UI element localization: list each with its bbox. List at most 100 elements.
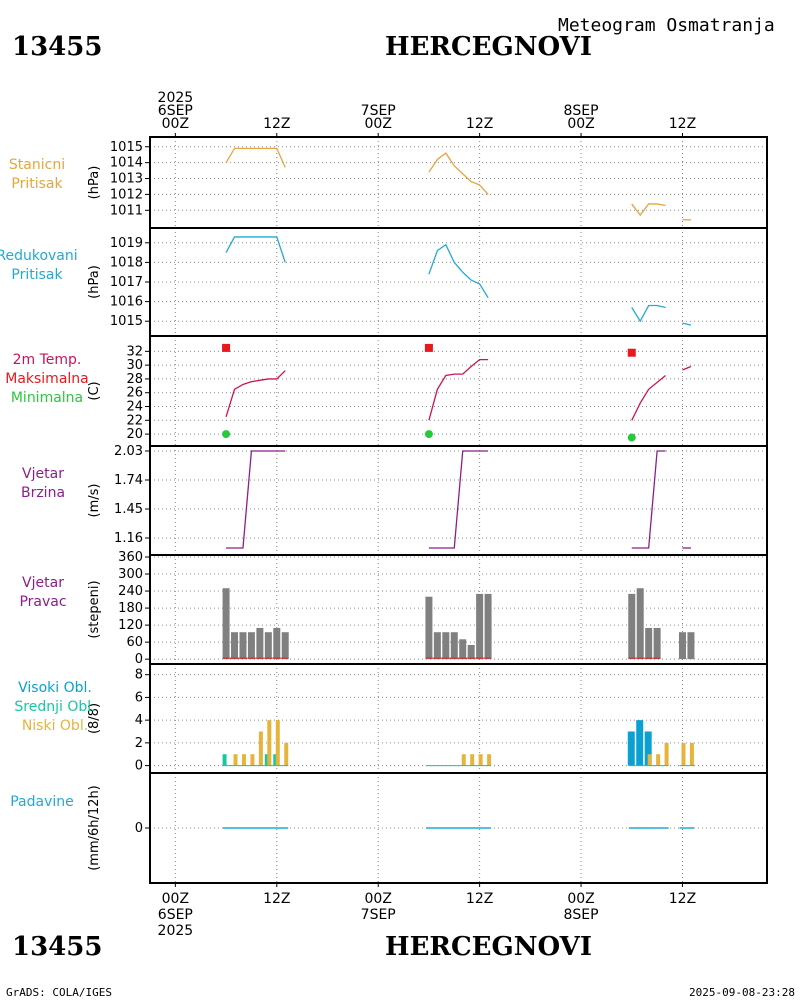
cloud-bar bbox=[647, 754, 652, 766]
cloud-bar bbox=[250, 754, 255, 766]
series-line bbox=[631, 450, 666, 549]
cloud-bar bbox=[284, 742, 289, 766]
panel-label: Niski Obl. bbox=[22, 718, 88, 734]
panel-frames bbox=[149, 136, 768, 884]
direction-bar bbox=[459, 639, 467, 660]
station-id-top: 13455 bbox=[12, 32, 102, 62]
cloud-bar bbox=[664, 742, 669, 766]
unit-label: (hPa) bbox=[87, 166, 102, 200]
y-tick-label: 0 bbox=[135, 821, 143, 836]
cloud-bar bbox=[258, 731, 263, 766]
top-time-label: 00Z bbox=[365, 116, 392, 132]
series-line bbox=[631, 304, 666, 323]
y-tick-label: 0 bbox=[135, 652, 143, 667]
panel-label: Pritisak bbox=[11, 267, 63, 283]
top-time-label: 12Z bbox=[669, 116, 696, 132]
bottom-time-label: 12Z bbox=[466, 891, 493, 907]
bottom-time-label: 2025 bbox=[158, 923, 194, 939]
temp-line bbox=[682, 365, 692, 371]
outer-frame bbox=[149, 136, 768, 884]
y-tick-label: 1015 bbox=[110, 140, 143, 155]
cloud-bar bbox=[636, 720, 644, 766]
cloud-bar bbox=[487, 754, 492, 766]
unit-label: (8/8) bbox=[87, 703, 102, 734]
panel-label: Minimalna bbox=[11, 390, 83, 406]
max-temp-marker bbox=[222, 343, 231, 352]
footer-timestamp: 2025-09-08-23:28 bbox=[689, 986, 795, 999]
bottom-time-label: 00Z bbox=[365, 891, 392, 907]
top-time-label: 7SEP bbox=[361, 103, 396, 119]
panel-label: Visoki Obl. bbox=[18, 680, 92, 696]
max-temp-marker bbox=[627, 348, 636, 357]
cloud-bar bbox=[264, 754, 269, 766]
y-tick-label: 22 bbox=[126, 413, 143, 428]
y-tick-label: 1017 bbox=[110, 275, 143, 290]
cloud-bar bbox=[273, 754, 278, 766]
direction-bar bbox=[256, 627, 264, 660]
series-line bbox=[428, 152, 489, 195]
y-tick-label: 300 bbox=[118, 567, 143, 582]
panel-label: Stanicni bbox=[9, 157, 65, 173]
bottom-time-label: 00Z bbox=[567, 891, 594, 907]
direction-bar bbox=[273, 627, 281, 660]
y-tick-label: 240 bbox=[118, 584, 143, 599]
direction-bar bbox=[264, 632, 272, 660]
station-id-bottom: 13455 bbox=[12, 932, 102, 962]
unit-label: (m/s) bbox=[87, 484, 102, 518]
y-tick-label: 0 bbox=[135, 759, 143, 774]
cloud-bar bbox=[689, 742, 694, 766]
series-line bbox=[226, 450, 286, 549]
y-tick-label: 1015 bbox=[110, 314, 143, 329]
direction-bar bbox=[442, 632, 450, 660]
max-temp-marker bbox=[424, 343, 433, 352]
top-time-label: 00Z bbox=[567, 116, 594, 132]
panel-label: Redukovani bbox=[0, 248, 78, 264]
cloud-bar bbox=[222, 754, 227, 766]
direction-bar bbox=[653, 627, 661, 660]
panel-label: Pravac bbox=[19, 594, 66, 610]
y-tick-label: 1019 bbox=[110, 236, 143, 251]
panel-label: Pritisak bbox=[11, 176, 63, 192]
y-tick-label: 180 bbox=[118, 601, 143, 616]
min-temp-marker bbox=[627, 433, 636, 442]
bottom-time-label: 7SEP bbox=[361, 907, 396, 923]
direction-bar bbox=[687, 632, 695, 660]
direction-bar bbox=[645, 627, 653, 660]
y-tick-label: 24 bbox=[126, 400, 143, 415]
cloud-bar bbox=[681, 742, 686, 766]
y-tick-label: 120 bbox=[118, 618, 143, 633]
cloud-bar bbox=[644, 731, 652, 766]
station-name-top: HERCEGNOVI bbox=[385, 32, 592, 62]
y-tick-label: 1011 bbox=[110, 203, 143, 218]
bottom-time-label: 12Z bbox=[263, 891, 290, 907]
chart-title: Meteogram Osmatranja bbox=[558, 15, 775, 36]
direction-bar bbox=[281, 632, 289, 660]
unit-label: (hPa) bbox=[87, 265, 102, 299]
y-tick-label: 20 bbox=[126, 427, 143, 442]
direction-bar bbox=[425, 596, 433, 660]
min-temp-marker bbox=[424, 430, 433, 439]
y-tick-label: 1018 bbox=[110, 255, 143, 270]
panel-label: Vjetar bbox=[22, 575, 64, 591]
panel-reduced_pressure: 1015 1016 1017 1018 1019 (hPa) Redukovani Priti… bbox=[0, 228, 767, 336]
cloud-bar bbox=[470, 754, 475, 766]
cloud-bar bbox=[233, 754, 238, 766]
direction-bar bbox=[450, 632, 458, 660]
top-time-label: 12Z bbox=[466, 116, 493, 132]
series-line bbox=[225, 236, 286, 263]
unit-label: (mm/6h/12h) bbox=[87, 785, 102, 871]
cloud-bar bbox=[656, 754, 661, 766]
unit-label: (C) bbox=[87, 381, 102, 400]
panel-wind_direction: 0 60 120 180 240 300 360 (stepeni) Vjetar Pravac bbox=[19, 550, 767, 667]
temp-line bbox=[631, 374, 666, 421]
direction-bar bbox=[239, 632, 247, 660]
top-time-label: 00Z bbox=[162, 116, 189, 132]
y-tick-label: 1.16 bbox=[114, 531, 143, 546]
panel-clouds: 0 2 4 6 8 (8/8) Visoki Obl. Srednji Obl. Niski O… bbox=[14, 664, 767, 774]
y-tick-label: 1012 bbox=[110, 187, 143, 202]
y-tick-label: 60 bbox=[126, 635, 143, 650]
